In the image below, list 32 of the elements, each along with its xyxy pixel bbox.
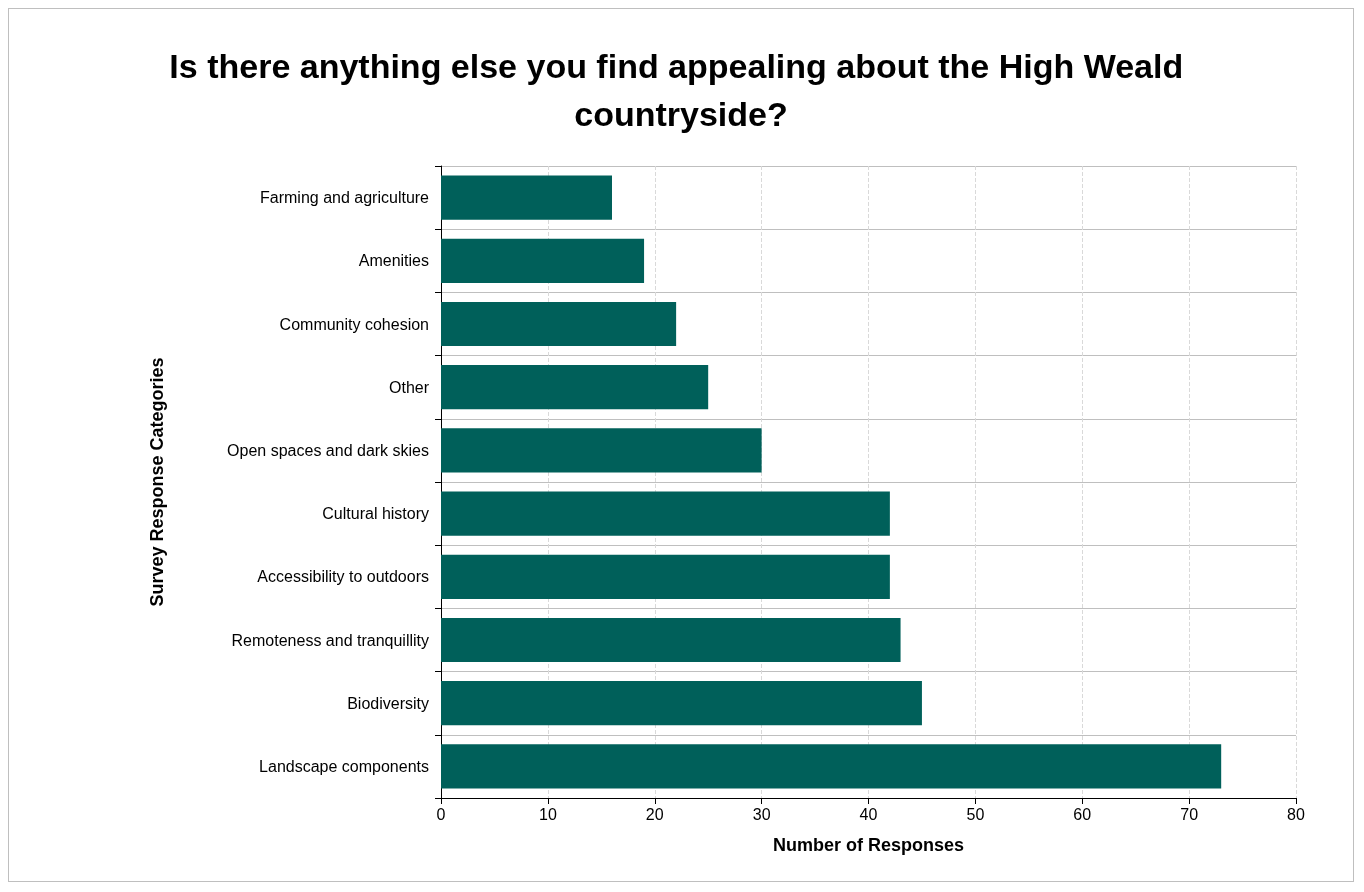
y-tick-label: Biodiversity — [347, 694, 429, 712]
bar — [441, 744, 1222, 789]
bar — [441, 301, 677, 347]
y-tick-label: Farming and agriculture — [260, 189, 430, 207]
x-tick-label: 70 — [1180, 805, 1199, 823]
y-tick-label: Cultural history — [322, 505, 429, 523]
bar — [441, 238, 645, 283]
y-axis-title: Survey Response Categories — [147, 357, 167, 607]
bar — [441, 491, 890, 536]
bar — [441, 554, 890, 599]
bar — [441, 428, 762, 473]
chart-title: Is there anything else you find appealing about the High Weald countryside? — [169, 47, 1193, 133]
bar — [441, 175, 612, 220]
y-tick-label: Landscape components — [259, 757, 429, 775]
y-tick-label: Amenities — [358, 252, 429, 270]
bar — [441, 681, 922, 726]
y-tick-label: Open spaces and dark skies — [227, 441, 429, 459]
bar — [441, 365, 709, 410]
x-tick-label: 80 — [1287, 805, 1305, 823]
bar — [441, 617, 901, 663]
y-tick-label: Accessibility to outdoors — [257, 568, 429, 586]
x-tick-label: 60 — [1073, 805, 1092, 823]
x-tick-label: 20 — [645, 805, 664, 823]
y-tick-label: Community cohesion — [279, 315, 429, 333]
x-tick-label: 0 — [436, 805, 446, 823]
x-tick-label: 10 — [538, 805, 557, 823]
y-tick-label: Remoteness and tranquillity — [231, 631, 429, 649]
x-tick-label: 30 — [752, 805, 771, 823]
x-axis-title: Number of Responses — [772, 835, 965, 855]
y-tick-label: Other — [388, 378, 430, 396]
x-tick-label: 50 — [966, 805, 985, 823]
x-tick-label: 40 — [859, 805, 878, 823]
